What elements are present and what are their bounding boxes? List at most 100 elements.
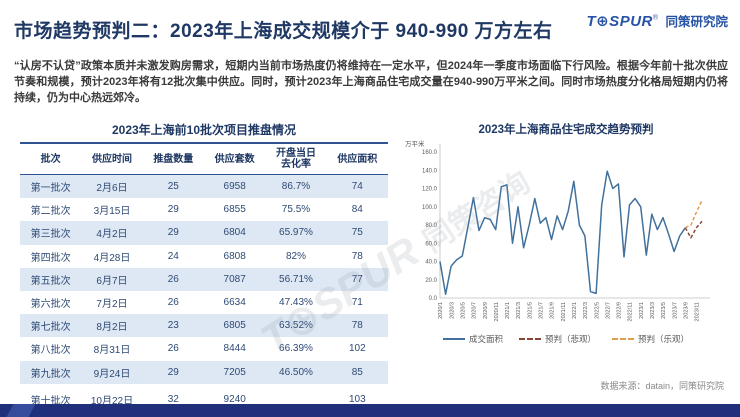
- trend-chart-svg: 0.0 20.0 40.0 60.0 80.0 100.0 120.0 140.0 160.0 万…: [405, 139, 710, 321]
- table-cell: 6958: [223, 181, 246, 193]
- table-cell: 78: [351, 250, 363, 262]
- table-cell: 第六批次: [30, 299, 71, 311]
- y-tick-label: 60.0: [425, 241, 437, 247]
- trend-chart: 0.0 20.0 40.0 60.0 80.0 100.0 120.0 140.0 160.0 万…: [402, 138, 718, 334]
- table-row: 第四批次 4月28日 24 6808 82% 78: [20, 245, 388, 268]
- table-header-cell: 开盘当日 去化率: [265, 142, 327, 175]
- table-row: 第五批次 6月7日 26 7087 56.71% 77: [20, 267, 388, 291]
- y-tick-label: 160.0: [422, 150, 438, 156]
- legend-item: 预判（悲观）: [518, 333, 596, 345]
- series-line: [684, 200, 703, 229]
- table-cell: 24: [167, 250, 179, 262]
- table-cell: 第二批次: [30, 206, 71, 218]
- table-cell: 47.43%: [279, 297, 313, 309]
- table-cell: 78: [351, 320, 363, 332]
- y-tick-label: 40.0: [425, 260, 437, 266]
- x-tick-label: 2023/5: [661, 302, 667, 319]
- table-cell: 6634: [223, 297, 246, 309]
- registered-mark-icon: ®: [652, 14, 659, 22]
- table-cell: 74: [351, 181, 363, 193]
- tospur-logo-text: 同策研究院: [665, 15, 728, 29]
- table-cell: 26: [167, 297, 179, 309]
- table-cell: 第七批次: [30, 322, 71, 334]
- table-cell: 25: [167, 181, 179, 193]
- x-tick-label: 2020/7: [472, 302, 478, 319]
- table-row: 第九批次 9月24日 29 7205 46.50% 85: [20, 360, 388, 384]
- x-tick-label: 2022/7: [605, 302, 611, 319]
- chart-title: 2023年上海商品住宅成交趋势预判: [478, 124, 654, 136]
- table-cell: 6808: [223, 250, 246, 262]
- bottom-bar: [0, 404, 740, 417]
- x-tick-label: 2020/5: [460, 302, 466, 319]
- table-cell: 8月31日: [93, 345, 131, 357]
- series-line: [684, 220, 703, 239]
- data-source-note: 数据来源：datain，同策研究院: [600, 381, 724, 391]
- table-cell: 75.5%: [281, 204, 311, 216]
- table-cell: 29: [167, 227, 179, 239]
- x-tick-label: 2023/1: [639, 302, 645, 319]
- table-cell: 6804: [223, 227, 246, 239]
- table-cell: 23: [167, 320, 179, 332]
- table-header-cell: 推盘数量: [142, 142, 204, 175]
- x-tick-label: 2020/1: [438, 302, 444, 319]
- table-cell: 第四批次: [30, 252, 71, 264]
- x-tick-label: 2020/3: [449, 302, 455, 319]
- page-title: 市场趋势预判二：2023年上海成交规模介于 940-990 万方左右: [14, 21, 553, 42]
- x-tick-label: 2023/9: [683, 302, 689, 319]
- table-cell: 第一批次: [30, 183, 71, 195]
- x-tick-label: 2021/9: [550, 302, 556, 319]
- table-cell: 第三批次: [30, 229, 71, 241]
- table-cell: 6805: [223, 320, 246, 332]
- x-tick-label: 2021/5: [527, 302, 533, 319]
- legend-line-sample-icon: [518, 338, 541, 340]
- table-cell: 6855: [223, 204, 246, 216]
- table-cell: 84: [351, 204, 363, 216]
- legend-item: 预判（乐观）: [612, 333, 689, 345]
- table-header-cell: 批次: [20, 142, 82, 175]
- table-cell: 46.50%: [279, 366, 313, 378]
- table-cell: 71: [351, 297, 363, 309]
- table-row: 第七批次 8月2日 23 6805 63.52% 78: [20, 314, 388, 338]
- table-cell: 第八批次: [30, 345, 71, 357]
- x-tick-label: 2023/7: [672, 302, 678, 319]
- y-tick-label: 120.0: [422, 187, 438, 193]
- legend-item: 成交面积: [442, 333, 503, 345]
- table-cell: 66.39%: [279, 343, 313, 355]
- table-row: 第八批次 8月31日 26 8444 66.39% 102: [20, 337, 388, 360]
- table-cell: 26: [167, 273, 179, 285]
- table-cell: 7087: [223, 273, 246, 285]
- table-cell: 8444: [223, 343, 246, 355]
- table-cell: 4月2日: [96, 229, 128, 241]
- table-cell: 第五批次: [30, 275, 71, 287]
- y-tick-label: 20.0: [425, 278, 437, 284]
- y-axis-unit-label: 万平米: [405, 139, 425, 148]
- table-cell: 86.7%: [281, 181, 311, 193]
- x-tick-label: 2023/3: [650, 302, 656, 319]
- tospur-logo: T⊕SPUR® 同策研究院: [586, 11, 728, 31]
- x-tick-label: 2022/3: [583, 302, 589, 319]
- table-row: 第三批次 4月2日 29 6804 65.97% 75: [20, 221, 388, 245]
- table-cell: 2月6日: [96, 183, 128, 195]
- y-tick-label: 0.0: [429, 296, 438, 302]
- table-cell: 3月15日: [93, 206, 131, 218]
- table-header-cell: 供应面积: [326, 142, 388, 175]
- x-tick-label: 2022/1: [572, 302, 578, 319]
- legend-label: 预判（乐观）: [638, 334, 690, 344]
- summary-paragraph: “认房不认贷”政策本质并未激发购房需求，短期内当前市场热度仍将维持在一定水平，但…: [14, 60, 728, 104]
- table-cell: 75: [351, 227, 363, 239]
- table-cell: 7205: [223, 366, 246, 378]
- batch-table-header: 批次 供应时间 推盘数量 供应套数 开盘当日 去化率 供应面积: [20, 142, 388, 175]
- table-cell: 85: [351, 366, 363, 378]
- table-cell: 26: [167, 343, 179, 355]
- tospur-logo-brand-icon: T⊕SPUR: [586, 13, 653, 30]
- table-row: 第二批次 3月15日 29 6855 75.5% 84: [20, 198, 388, 221]
- bottom-bar-logo-mark-icon: [6, 404, 36, 417]
- table-cell: 65.97%: [279, 227, 313, 239]
- legend-label: 成交面积: [468, 334, 503, 344]
- table-header-cell: 供应套数: [203, 142, 266, 175]
- table-row: 第六批次 7月2日 26 6634 47.43% 71: [20, 291, 388, 314]
- batch-table: 批次 供应时间 推盘数量 供应套数 开盘当日 去化率 供应面积 第一批次 2月6日 25 695…: [20, 142, 388, 412]
- table-cell: 6月7日: [96, 275, 128, 287]
- table-row: 第一批次 2月6日 25 6958 86.7% 74: [20, 174, 388, 199]
